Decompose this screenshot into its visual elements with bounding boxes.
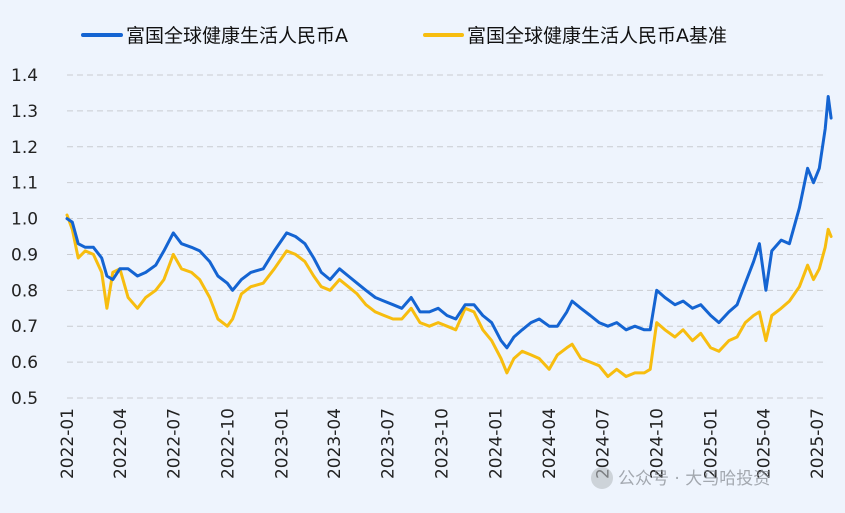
x-tick-label: 2024-01 <box>487 408 507 479</box>
y-tick-label: 0.9 <box>11 245 38 265</box>
x-tick-label: 2023-04 <box>325 408 345 479</box>
legend-label-fund: 富国全球健康生活人民币A <box>126 25 348 47</box>
y-tick-label: 0.5 <box>11 389 38 409</box>
series-layer <box>65 95 833 378</box>
legend: 富国全球健康生活人民币A 富国全球健康生活人民币A基准 <box>81 25 727 47</box>
grid-lines <box>67 74 823 399</box>
y-tick-label: 1.1 <box>11 174 38 194</box>
y-tick-label: 0.7 <box>11 317 38 337</box>
x-tick-label: 2025-04 <box>755 408 775 479</box>
y-tick-label: 1.3 <box>11 102 38 122</box>
watermark-text: 公众号 · 大马哈投资 <box>618 469 770 489</box>
watermark: 公众号 · 大马哈投资 <box>591 467 770 489</box>
x-tick-label: 2023-10 <box>433 408 453 479</box>
series-line-benchmark <box>65 213 833 378</box>
x-tick-label: 2022-10 <box>218 408 238 479</box>
wechat-icon <box>591 467 613 489</box>
y-tick-label: 0.8 <box>11 281 38 301</box>
y-tick-label: 1.0 <box>11 210 38 230</box>
y-tick-label: 0.6 <box>11 353 38 373</box>
x-tick-label: 2022-01 <box>58 408 78 479</box>
x-tick-label: 2023-07 <box>379 408 399 479</box>
x-axis-ticks: 2022-01 2022-04 2022-07 2022-10 2023-01 2023-… <box>58 408 828 479</box>
x-tick-label: 2024-04 <box>540 408 560 479</box>
x-tick-label: 2025-01 <box>702 408 722 479</box>
series-line-fund <box>65 95 833 350</box>
legend-label-benchmark: 富国全球健康生活人民币A基准 <box>467 25 727 47</box>
x-tick-label: 2024-07 <box>594 408 614 479</box>
x-tick-label: 2025-07 <box>808 408 828 479</box>
y-tick-label: 1.2 <box>11 138 38 158</box>
x-tick-label: 2024-10 <box>648 408 668 479</box>
x-tick-label: 2023-01 <box>272 408 292 479</box>
x-tick-label: 2022-04 <box>111 408 131 479</box>
x-tick-label: 2022-07 <box>164 408 184 479</box>
y-axis-ticks: 0.5 0.6 0.7 0.8 0.9 1.0 1.1 1.2 1.3 1.4 <box>11 66 38 409</box>
y-tick-label: 1.4 <box>11 66 38 86</box>
